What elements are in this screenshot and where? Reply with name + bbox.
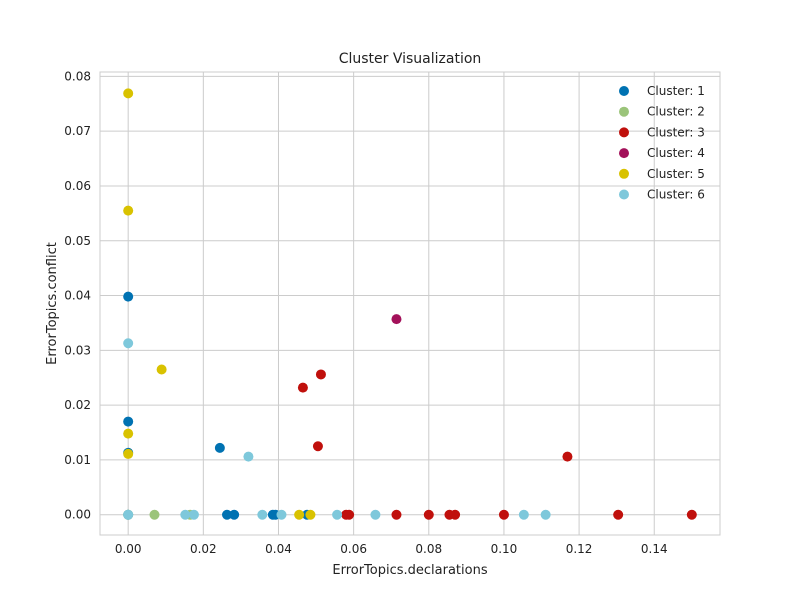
data-point (214, 442, 225, 453)
y-tick-label: 0.02 (64, 398, 91, 412)
x-tick-label: 0.14 (641, 542, 668, 556)
x-tick-label: 0.08 (415, 542, 442, 556)
data-point (188, 509, 199, 520)
series-cluster-4 (391, 314, 402, 325)
legend-marker (619, 127, 629, 138)
y-tick-label: 0.08 (64, 69, 91, 83)
data-point (243, 451, 254, 462)
data-point (123, 88, 134, 99)
data-point (156, 364, 167, 375)
plot-background (100, 72, 720, 535)
legend-label: Cluster: 1 (647, 84, 705, 98)
data-point (450, 509, 461, 520)
legend-item-cluster-2: Cluster: 2 (619, 105, 705, 119)
data-point (123, 416, 134, 427)
y-tick-label: 0.04 (64, 289, 91, 303)
x-tick-label: 0.00 (115, 542, 142, 556)
data-point (257, 509, 268, 520)
x-tick-label: 0.10 (491, 542, 518, 556)
y-tick-labels: 0.00 0.01 0.02 0.03 0.04 0.05 0.06 0.07 0.08 (64, 69, 91, 521)
data-point (391, 509, 402, 520)
series-cluster-6 (123, 338, 551, 520)
data-point (149, 509, 160, 520)
data-point (562, 451, 573, 462)
legend-marker (619, 168, 629, 179)
y-axis-label: ErrorTopics.conflict (45, 242, 60, 365)
legend-label: Cluster: 4 (647, 146, 705, 160)
y-tick-label: 0.00 (64, 508, 91, 522)
data-point (294, 509, 305, 520)
data-point (518, 509, 529, 520)
plot-frame (99, 71, 721, 536)
legend-label: Cluster: 2 (647, 105, 705, 119)
data-point (332, 509, 343, 520)
legend-label: Cluster: 3 (647, 125, 705, 139)
series-cluster-5 (123, 88, 316, 520)
data-point (123, 291, 134, 302)
legend-marker (619, 86, 629, 96)
data-point (123, 448, 134, 459)
x-axis-label: ErrorTopics.declarations (332, 563, 487, 578)
legend: Cluster: 1 Cluster: 2 Cluster: 3 Cluster: 4… (619, 84, 705, 202)
data-point (180, 509, 191, 520)
data-point (123, 338, 134, 349)
chart-title: Cluster Visualization (339, 51, 482, 67)
y-tick-label: 0.01 (64, 453, 91, 467)
data-point (123, 205, 134, 216)
series-cluster-3 (297, 369, 697, 520)
gridlines (100, 72, 720, 535)
legend-item-cluster-4: Cluster: 4 (619, 146, 705, 160)
y-tick-label: 0.05 (64, 234, 91, 248)
x-tick-label: 0.02 (190, 542, 217, 556)
x-tick-label: 0.12 (566, 542, 593, 556)
data-point (276, 509, 287, 520)
legend-marker (619, 106, 629, 117)
y-tick-label: 0.06 (64, 179, 91, 193)
data-point (305, 509, 316, 520)
data-point (498, 509, 509, 520)
x-tick-label: 0.06 (340, 542, 367, 556)
legend-item-cluster-5: Cluster: 5 (619, 167, 705, 181)
data-point (613, 509, 624, 520)
data-point (540, 509, 551, 520)
legend-item-cluster-6: Cluster: 6 (619, 188, 705, 202)
data-point (423, 509, 434, 520)
legend-label: Cluster: 5 (647, 167, 705, 181)
data-point (370, 509, 381, 520)
y-tick-label: 0.03 (64, 343, 91, 357)
data-point (222, 509, 233, 520)
data-point (123, 428, 134, 439)
legend-label: Cluster: 6 (647, 188, 705, 202)
legend-item-cluster-1: Cluster: 1 (619, 84, 705, 98)
data-point (686, 509, 697, 520)
legend-marker (619, 189, 629, 200)
legend-item-cluster-3: Cluster: 3 (619, 125, 705, 139)
data-point (344, 509, 355, 520)
data-point (229, 509, 240, 520)
y-tick-label: 0.07 (64, 124, 91, 138)
data-points (123, 88, 697, 520)
data-point (391, 314, 402, 325)
data-point (297, 382, 308, 393)
x-tick-labels: 0.00 0.02 0.04 0.06 0.08 0.10 0.12 0.14 (115, 542, 668, 556)
data-point (312, 441, 323, 452)
x-tick-label: 0.04 (265, 542, 292, 556)
data-point (315, 369, 326, 380)
data-point (123, 509, 134, 520)
legend-marker (619, 148, 629, 159)
